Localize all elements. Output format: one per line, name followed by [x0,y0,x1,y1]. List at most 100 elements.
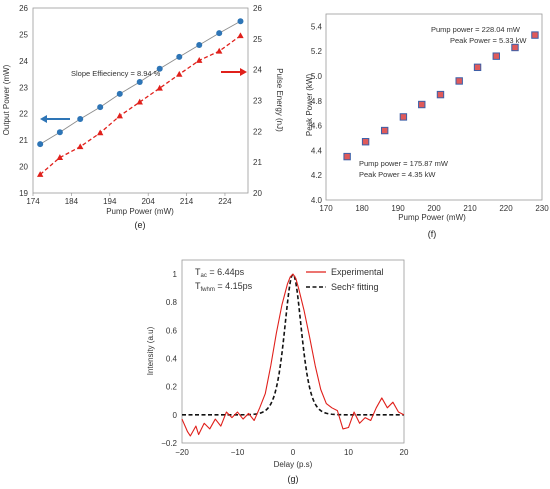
panel-e-pulse-energy-point [56,154,64,160]
panel-e-left-y-tick-label: 26 [19,4,28,13]
panel-f-x-tick-label: 220 [499,204,513,213]
panel-e-output-power-chart: 174 184 194 204 214 224 19 20 21 22 23 24 25 26 20 21… [2,4,284,230]
panel-g-autocorrelation-chart: −20 −10 0 10 20 −0.2 0 0.2 0.4 0.6 0.8 1 Delay (p.… [146,259,409,484]
panel-f-y-tick-label: 4.4 [311,146,323,155]
panel-f-peak-power-point [399,113,408,121]
panel-e-pulse-energy-point [216,47,223,54]
panel-f-x-tick-label: 170 [319,204,333,213]
panel-f-peak-power-point [511,43,519,52]
panel-f-peak-power-point [473,63,482,72]
panel-e-output-power-point [116,90,123,97]
panel-f-peak-power-point [492,52,500,60]
panel-f-caption: (f) [428,229,437,239]
panel-g-x-tick-label: 10 [344,448,353,457]
panel-g-tfwhm-annotation: Tfwhm = 4.15ps [195,281,253,293]
panel-f-peak-power-point [380,126,389,135]
panel-f-peak-power-chart: 170 180 190 200 210 220 230 4.0 4.2 4.4 4.6 4.8 5.0… [305,13,549,239]
panel-e-left-y-tick-label: 20 [19,163,28,172]
panel-f-x-tick-label: 180 [355,204,369,213]
panel-f-x-tick-label: 190 [391,204,405,213]
panel-f-x-tick-label: 200 [427,204,441,213]
panel-f-x-label: Pump Power (mW) [398,213,466,222]
panel-g-x-label: Delay (p.s) [274,460,313,469]
panel-f-x-tick-label: 230 [535,204,549,213]
panel-f-y-label: Peak Power (kW) [305,74,314,137]
panel-g-y-tick-label: 0 [173,411,178,420]
panel-e-output-power-point [237,18,244,25]
panel-e-left-y-tick-label: 21 [19,136,28,145]
panel-e-left-y-label: Output Power (mW) [2,64,11,135]
legend-sech-label: Sech² fitting [331,282,379,292]
panel-e-left-y-tick-label: 25 [19,30,28,39]
panel-f-y-tick-label: 4.0 [311,196,323,205]
panel-e-right-y-label: Pulse Energy (nJ) [275,68,284,132]
panel-f-bottom-annotation-line2: Peak Power = 4.35 kW [359,170,436,179]
panel-g-tac-annotation: Tac = 6.44ps [195,267,245,279]
panel-e-pulse-energy-point [36,171,44,177]
panel-e-output-power-point [97,104,104,111]
panel-e-pulse-energy-point [96,129,104,136]
panel-f-peak-power-point [418,100,426,109]
panel-e-output-power-point [196,42,203,48]
panel-f-bottom-annotation-line1: Pump power = 175.87 mW [359,159,449,168]
panel-e-x-tick-label: 184 [65,197,79,206]
panel-g-y-tick-label: 0.6 [166,326,178,335]
panel-e-right-y-tick-label: 24 [253,66,262,75]
panel-e-pulse-energy-point [237,32,244,39]
panel-e-x-tick-label: 214 [180,197,194,206]
panel-g-y-label: Intensity (a.u) [146,326,155,375]
panel-g-x-tick-label: 20 [400,448,409,457]
panel-f-peak-power-point [455,77,463,85]
panel-e-caption: (e) [135,220,146,230]
panel-e-output-power-point [176,53,183,60]
panel-g-frame [181,259,405,444]
panel-e-pulse-energy-point [116,112,123,119]
panel-f-y-tick-label: 5.2 [311,47,323,56]
panel-f-y-tick-label: 4.8 [311,97,323,106]
panel-e-right-y-tick-label: 20 [253,189,262,198]
panel-e-left-y-tick-label: 19 [19,189,28,198]
panel-f-peak-power-point [531,31,539,39]
panel-e-right-y-tick-label: 25 [253,35,262,44]
panel-f-frame [325,13,543,201]
panel-e-output-power-point [156,65,163,72]
panel-g-y-tick-label: −0.2 [161,439,177,448]
panel-f-top-annotation-line1: Pump power = 228.04 mW [431,25,521,34]
panel-g-y-tick-label: 0.8 [166,298,178,307]
panel-e-x-tick-label: 174 [26,197,40,206]
panel-e-right-y-tick-label: 26 [253,4,262,13]
panel-f-top-annotation-line2: Peak Power = 5.33 kW [450,36,527,45]
panel-f-peak-power-point [361,138,370,146]
panel-e-left-y-tick-label: 22 [19,110,28,119]
panel-e-left-y-tick-label: 24 [19,57,28,66]
panel-f-peak-power-point [436,90,445,99]
panel-e-output-power-point [216,30,223,37]
panel-e-x-tick-label: 194 [103,197,117,206]
panel-e-left-y-tick-label: 23 [19,83,28,92]
panel-g-y-tick-label: 0.4 [166,355,178,364]
panel-f-y-tick-label: 5.4 [311,22,323,31]
panel-g-x-tick-label: −10 [231,448,245,457]
panel-f-x-tick-label: 210 [463,204,477,213]
panel-f-y-tick-label: 4.6 [311,122,323,131]
panel-g-caption: (g) [288,474,299,484]
panel-e-output-power-point [136,79,143,85]
panel-f-y-tick-label: 5.0 [311,72,323,81]
panel-e-right-y-tick-label: 23 [253,97,262,106]
panel-e-pulse-energy-point [176,70,183,77]
panel-e-right-y-tick-label: 22 [253,127,262,136]
panel-e-output-power-point [56,129,63,136]
legend-experimental-label: Experimental [331,267,384,277]
panel-g-x-tick-label: −20 [175,448,189,457]
panel-g-x-tick-label: 0 [291,448,296,457]
panel-e-x-tick-label: 204 [141,197,155,206]
panel-e-pulse-energy-point [156,84,163,91]
panel-f-y-tick-label: 4.2 [311,171,323,180]
panel-g-experimental-curve [181,273,405,437]
panel-g-sech-fit-curve [182,272,404,416]
panel-e-right-y-tick-label: 21 [253,158,262,167]
panel-e-x-tick-label: 224 [218,197,232,206]
panel-f-peak-power-point [343,152,351,161]
panel-e-pulse-energy-point [136,98,143,105]
